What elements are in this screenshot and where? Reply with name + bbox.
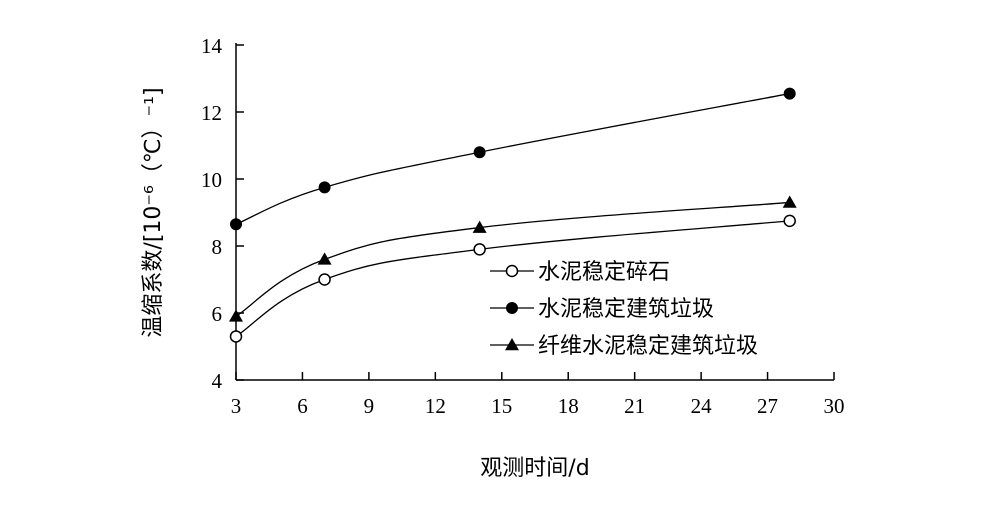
x-tick-label: 24 [691,394,713,418]
legend-marker [505,264,519,278]
x-tick-label: 27 [757,394,778,418]
y-tick-label: 8 [212,235,223,259]
x-tick-label: 15 [491,394,512,418]
y-tick-label: 14 [201,34,223,58]
legend-marker [505,338,519,351]
legend-item: 水泥稳定碎石 [490,260,670,285]
y-tick-label: 4 [212,369,223,393]
data-point [473,243,486,256]
series-1 [229,214,796,343]
x-tick-label: 18 [558,394,579,418]
data-point [783,214,796,228]
y-ticks: 4 6 8 10 12 14 [201,34,244,393]
legend-label: 水泥稳定碎石 [538,260,670,285]
x-tick-label: 21 [624,394,645,418]
series-3 [229,195,797,322]
x-tick-label: 9 [364,394,375,418]
x-tick-label: 3 [231,394,242,418]
series-line [235,92,790,225]
y-tick-label: 12 [201,101,222,125]
data-point [230,218,242,231]
series-group [229,87,797,343]
legend-item: 水泥稳定建筑垃圾 [490,297,714,322]
legend-item: 纤维水泥稳定建筑垃圾 [490,334,758,359]
data-point [318,181,331,194]
axes [235,43,834,381]
x-tick-label: 30 [824,394,845,418]
data-point [782,195,797,208]
data-point [318,273,331,286]
series-2 [230,87,796,231]
data-point [317,252,332,265]
y-tick-label: 10 [201,168,222,192]
x-tick-label: 12 [425,394,446,418]
data-point [783,87,796,100]
series-line [235,220,790,337]
data-point [229,309,243,322]
legend-label: 水泥稳定建筑垃圾 [538,297,714,322]
legend-marker [506,302,518,314]
x-tick-label: 6 [297,394,308,418]
y-axis-title: 温缩系数/[10⁻⁶（℃）⁻¹] [141,87,166,337]
x-axis-title: 观测时间/d [480,456,589,481]
y-tick-label: 6 [212,302,223,326]
legend-label: 纤维水泥稳定建筑垃圾 [538,334,758,359]
data-point [472,220,487,233]
data-point [473,146,486,159]
data-point [229,330,243,343]
x-ticks: 3 6 9 12 15 18 21 24 27 30 [231,372,845,418]
series-line [235,201,790,317]
